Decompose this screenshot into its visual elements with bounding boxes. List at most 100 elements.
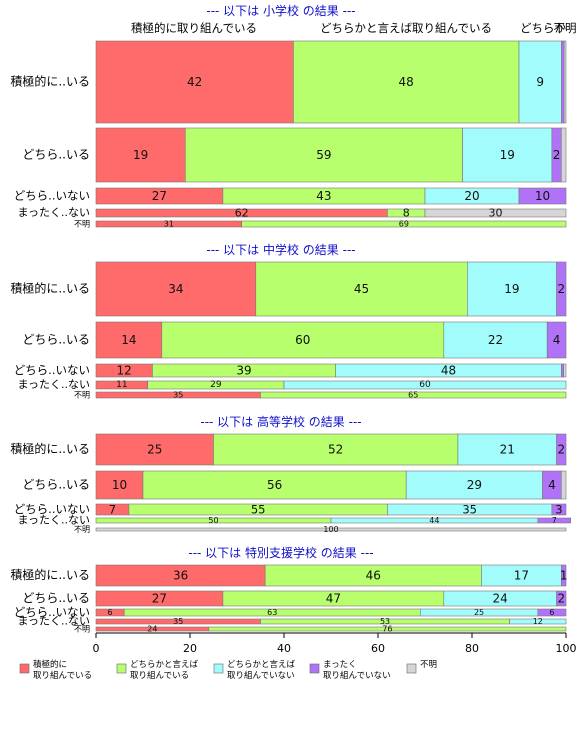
legend-label: 積極的に — [33, 659, 67, 670]
bar-segment — [560, 470, 567, 500]
row-label: 積極的に..いる — [10, 74, 90, 89]
x-tick-label: 20 — [183, 642, 197, 655]
row-label: 積極的に..いる — [10, 441, 90, 456]
legend-label: どちらかと言えば — [227, 659, 296, 670]
bar-value-label: 12 — [533, 617, 543, 626]
bar-segment — [560, 363, 564, 378]
bar-value-label: 60 — [295, 333, 310, 347]
bar-segment — [509, 618, 567, 625]
row-label: どちら..いない — [14, 502, 90, 516]
bar-value-label: 14 — [121, 333, 136, 347]
bar-row: まったく..ない 50 44 7 — [17, 514, 571, 527]
bar-value-label: 53 — [380, 617, 390, 626]
row-label: どちら..いない — [14, 605, 90, 619]
bar-segment — [260, 391, 567, 399]
top-header-1: 積極的に取り組んでいる — [131, 21, 257, 35]
row-label: まったく..ない — [17, 615, 90, 628]
section-title: --- 以下は 特別支援学校 の結果 --- — [188, 545, 373, 560]
bar-value-label: 42 — [187, 75, 202, 89]
bar-value-label: 76 — [382, 625, 392, 634]
bar-row: 不明 24 76 — [74, 625, 567, 634]
legend-swatch — [213, 663, 224, 674]
bar-value-label: 3 — [555, 503, 562, 517]
row-label: どちら..いる — [22, 478, 90, 492]
x-tick-label: 100 — [556, 642, 577, 655]
bar-value-label: 20 — [464, 189, 479, 203]
top-header-2: どちらかと言えば取り組んでいる — [320, 21, 492, 35]
bar-value-label: 24 — [147, 625, 157, 634]
bar-segment — [95, 321, 163, 359]
bar-row: まったく..ない 35 53 12 — [17, 615, 567, 628]
legend-label: 不明 — [420, 660, 437, 670]
row-label: どちら..いない — [14, 189, 90, 203]
bar-value-label: 56 — [267, 478, 282, 492]
top-header-3: どちらか — [520, 21, 566, 35]
bar-value-label: 4 — [548, 478, 556, 492]
x-tick-label: 80 — [465, 642, 479, 655]
bar-segment — [95, 470, 144, 500]
bar-segment — [255, 261, 468, 317]
bar-value-label: 10 — [112, 478, 127, 492]
bar-value-label: 29 — [210, 380, 222, 390]
bar-segment — [283, 380, 567, 390]
bar-value-label: 35 — [462, 503, 477, 517]
row-label: どちら..いる — [22, 333, 90, 347]
bar-value-label: 44 — [429, 516, 439, 525]
row-label: どちら..いる — [22, 591, 90, 605]
panel-2: --- 以下は 中学校 の結果 --- 積極的に..いる 34 45 19 2 どちら..い… — [10, 242, 567, 400]
bar-row: どちら..いない 6 63 25 6 — [14, 605, 567, 619]
bar-value-label: 9 — [536, 75, 544, 89]
bar-value-label: 24 — [493, 592, 508, 606]
bar-value-label: 48 — [441, 364, 456, 378]
panel-4: --- 以下は 特別支援学校 の結果 --- 積極的に..いる 36 46 17 1 どちら… — [10, 545, 567, 634]
bar-value-label: 52 — [328, 443, 343, 457]
bar-row: どちら..いない 12 39 48 — [14, 363, 567, 378]
bar-segment — [424, 208, 567, 218]
bar-segment — [560, 127, 567, 183]
bar-value-label: 69 — [399, 220, 409, 229]
x-tick-label: 0 — [93, 642, 100, 655]
bar-segment — [518, 187, 567, 205]
bar-value-label: 27 — [152, 189, 167, 203]
row-label: 積極的に..いる — [10, 567, 90, 582]
legend-item: 不明 — [406, 660, 437, 674]
bar-row: 積極的に..いる 42 48 9 — [10, 40, 567, 124]
bar-value-label: 39 — [236, 364, 251, 378]
legend-item: 積極的に取り組んでいる — [19, 659, 92, 681]
bar-segment — [563, 40, 567, 124]
bar-row: どちら..いる 14 60 22 4 — [22, 321, 567, 359]
bar-segment — [293, 40, 520, 124]
bar-value-label: 6 — [549, 608, 554, 617]
bar-value-label: 25 — [147, 443, 162, 457]
legend-label: 取り組んでいる — [130, 670, 189, 681]
bar-segment — [560, 40, 565, 124]
bar-segment — [551, 503, 567, 516]
bar-value-label: 43 — [316, 189, 331, 203]
legend-swatch — [19, 663, 30, 674]
bar-value-label: 11 — [116, 380, 127, 390]
bar-value-label: 50 — [208, 516, 218, 525]
bar-segment — [95, 527, 567, 532]
bar-value-label: 59 — [316, 148, 331, 162]
bar-value-label: 31 — [164, 220, 174, 229]
section-title: --- 以下は 小学校 の結果 --- — [206, 3, 355, 18]
x-tick-label: 40 — [277, 642, 291, 655]
bar-value-label: 25 — [474, 608, 484, 617]
legend-label: 取り組んでいる — [33, 670, 92, 681]
bar-value-label: 2 — [557, 282, 565, 296]
legend-swatch — [309, 663, 320, 674]
bar-value-label: 1 — [560, 569, 568, 583]
bar-segment — [241, 220, 567, 228]
bar-value-label: 48 — [399, 75, 414, 89]
row-label: 積極的に..いる — [10, 281, 90, 296]
bar-value-label: 19 — [133, 148, 148, 162]
bar-row: 不明 31 69 — [74, 220, 567, 229]
bar-row: 不明 100 — [74, 525, 567, 534]
bar-row: 積極的に..いる 36 46 17 1 — [10, 564, 568, 587]
bar-value-label: 63 — [267, 608, 277, 617]
bar-value-label: 7 — [552, 516, 557, 525]
bar-value-label: 29 — [467, 478, 482, 492]
